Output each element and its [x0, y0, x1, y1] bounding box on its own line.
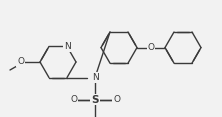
Text: O: O [113, 95, 120, 104]
Text: O: O [147, 43, 155, 52]
Text: S: S [91, 95, 99, 105]
Text: O: O [70, 95, 77, 104]
Text: N: N [92, 73, 98, 82]
Text: O: O [17, 57, 24, 66]
Text: N: N [64, 42, 70, 51]
